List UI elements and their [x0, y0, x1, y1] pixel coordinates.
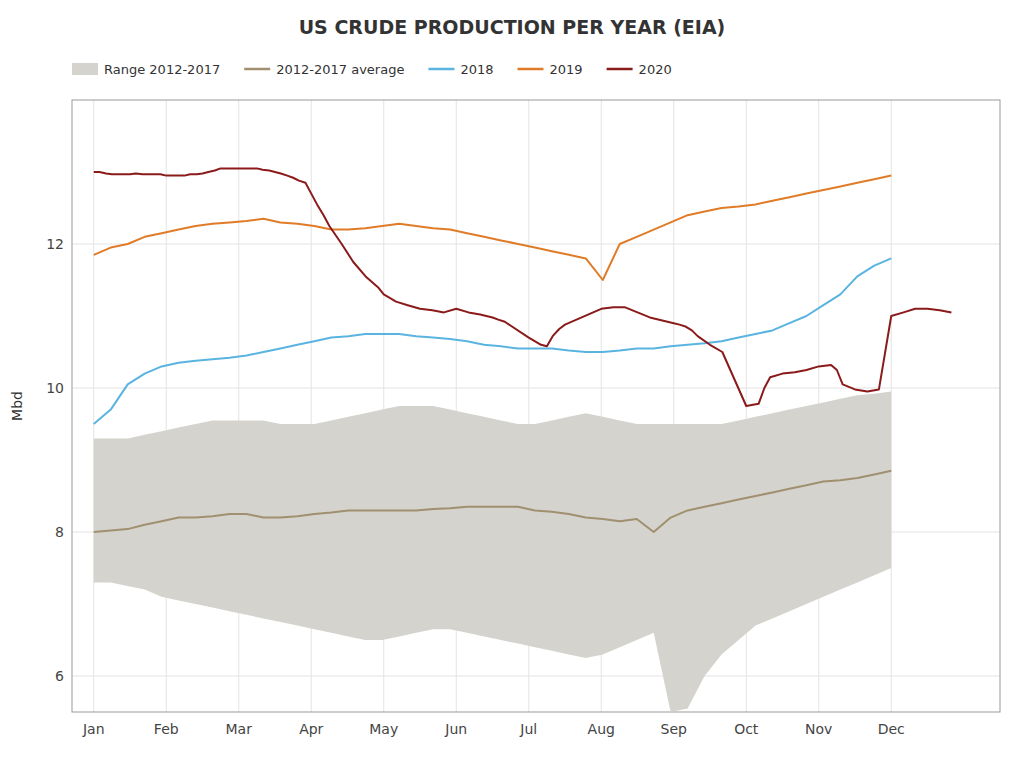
legend-item: 2019 — [518, 62, 583, 77]
x-tick-label: Oct — [734, 721, 759, 737]
series-line — [94, 258, 892, 424]
y-axis-label: Mbd — [9, 391, 25, 421]
grid-line-x — [238, 100, 239, 712]
x-tick-label: Jul — [519, 721, 537, 737]
x-tick-label: Nov — [805, 721, 832, 737]
x-tick-label: Jun — [444, 721, 467, 737]
grid-line-x — [166, 100, 167, 712]
x-tick-label: Apr — [299, 721, 323, 737]
legend-label: 2019 — [550, 62, 583, 77]
y-tick-label: 6 — [55, 668, 64, 684]
x-tick-label: Jan — [82, 721, 105, 737]
chart: US CRUDE PRODUCTION PER YEAR (EIA) Jan Feb… — [0, 0, 1024, 763]
y-tick-label: 12 — [46, 236, 64, 252]
legend-label: 2020 — [639, 62, 672, 77]
legend-swatch — [607, 68, 633, 71]
grid-line-y — [72, 244, 1000, 245]
grid — [72, 100, 1000, 712]
x-tick-label: May — [369, 721, 398, 737]
legend-swatch — [518, 68, 544, 71]
legend-swatch — [72, 63, 98, 75]
grid-line-x — [93, 100, 94, 712]
series-line — [94, 176, 892, 280]
x-tick-label: Aug — [588, 721, 615, 737]
legend-item: 2012-2017 average — [244, 62, 404, 77]
legend-label: 2012-2017 average — [276, 62, 404, 77]
x-tick-label: Feb — [154, 721, 179, 737]
series-line — [94, 168, 952, 406]
y-tick-label: 10 — [46, 380, 64, 396]
plot-frame — [72, 100, 1000, 712]
y-tick-label: 8 — [55, 524, 64, 540]
x-tick-label: Mar — [226, 721, 253, 737]
legend: Range 2012-2017 2012-2017 average 2018 2019… — [72, 62, 672, 77]
x-tick-label: Sep — [661, 721, 688, 737]
grid-line-y — [72, 676, 1000, 677]
legend-item: 2018 — [428, 62, 493, 77]
title: US CRUDE PRODUCTION PER YEAR (EIA) — [299, 16, 726, 38]
legend-item: 2020 — [607, 62, 672, 77]
legend-swatch — [244, 68, 270, 71]
legend-label: 2018 — [460, 62, 493, 77]
plot-area — [94, 168, 952, 712]
legend-label: Range 2012-2017 — [104, 62, 220, 77]
series-line — [94, 471, 892, 532]
legend-item: Range 2012-2017 — [72, 62, 220, 77]
range-band — [94, 392, 892, 712]
grid-line-y — [72, 388, 1000, 389]
x-tick-label: Dec — [878, 721, 905, 737]
legend-swatch — [428, 68, 454, 71]
